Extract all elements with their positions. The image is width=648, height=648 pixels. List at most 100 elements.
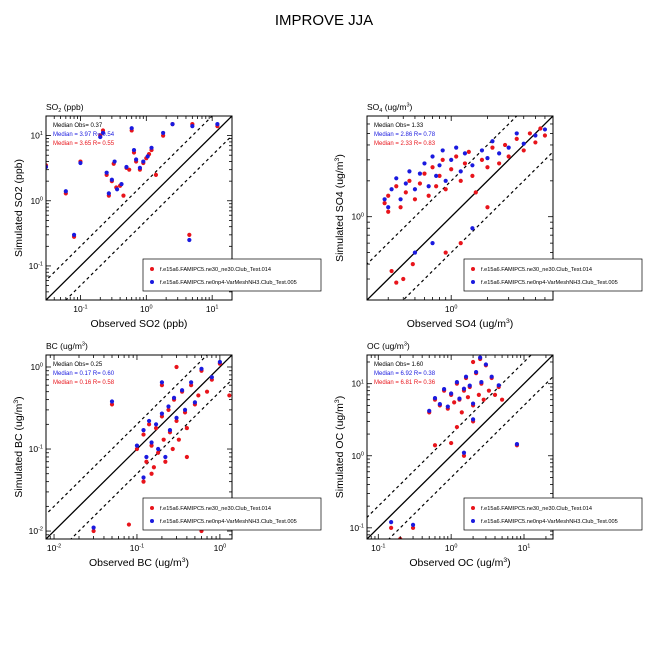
median-obs-text: Median Obs= 1.60	[374, 362, 424, 368]
factor-2-lower-line	[402, 151, 553, 300]
plot-area	[46, 116, 232, 300]
data-point-b	[382, 197, 387, 202]
data-point-b	[533, 133, 538, 138]
data-point-b	[417, 171, 423, 176]
data-point-a	[461, 453, 467, 458]
data-point-b	[109, 399, 115, 404]
data-point-b	[189, 380, 194, 385]
data-point-a	[459, 410, 464, 415]
data-point-b	[426, 184, 431, 189]
plot-area	[46, 355, 232, 539]
x-axis-label: Observed SO2 (ppb)	[91, 318, 188, 330]
data-point-b	[187, 237, 192, 243]
data-point-b	[490, 139, 495, 144]
data-point-a	[437, 173, 442, 179]
data-point-a	[465, 395, 471, 400]
data-point-a	[153, 425, 159, 431]
data-point-a	[440, 157, 445, 162]
data-point-a	[163, 459, 168, 464]
data-point-b	[192, 400, 198, 405]
data-point-a	[204, 389, 210, 394]
y-tick-label: 10-1​	[29, 261, 43, 271]
data-point-a	[91, 528, 96, 534]
data-point-b	[443, 178, 448, 183]
y-tick-label: 10-1​	[29, 444, 43, 454]
data-point-a	[407, 178, 412, 183]
y-axis-label: Simulated SO2 (ppb)	[13, 159, 25, 257]
data-point-a	[538, 126, 543, 131]
data-point-a	[394, 184, 399, 189]
data-point-a	[227, 393, 232, 398]
data-point-b	[407, 169, 412, 174]
data-point-a	[473, 190, 478, 195]
data-point-a	[174, 364, 179, 370]
data-point-a	[161, 437, 166, 442]
data-point-a	[394, 280, 399, 285]
data-point-a	[466, 149, 471, 154]
x-axis-label: Observed SO4 (ug/m3​)	[407, 318, 514, 330]
data-point-a	[542, 133, 548, 138]
data-point-a	[156, 450, 161, 455]
data-point-a	[521, 148, 526, 153]
one-to-one-line	[46, 116, 232, 300]
panel-title: OC (ug/m3​)	[367, 341, 410, 351]
panel-title: BC (ug/m3​)	[46, 341, 88, 351]
data-point-a	[174, 418, 179, 424]
data-point-b	[141, 159, 146, 164]
data-point-b	[114, 187, 120, 192]
one-to-one-line	[367, 116, 553, 300]
data-point-b	[190, 123, 195, 129]
data-point-b	[124, 164, 129, 170]
data-point-b	[119, 182, 124, 187]
data-point-b	[412, 187, 418, 192]
legend-marker-a	[150, 506, 154, 510]
axes-frame	[366, 115, 554, 301]
data-point-b	[430, 154, 435, 159]
data-point-b	[470, 401, 476, 406]
x-tick-label: 100​	[214, 543, 227, 553]
data-point-a	[386, 209, 391, 214]
legend-box	[463, 497, 643, 531]
y-tick-label: 100​	[30, 196, 43, 206]
data-point-b	[430, 241, 435, 246]
data-point-b	[170, 122, 175, 127]
data-point-a	[485, 165, 490, 170]
data-point-b	[521, 141, 526, 146]
data-point-a	[196, 393, 201, 398]
plot-area	[367, 116, 553, 300]
median-series-b-text: Median = 3.97 R= 0.54	[53, 132, 115, 138]
data-point-b	[131, 147, 137, 153]
data-point-a	[452, 400, 457, 405]
data-point-b	[161, 130, 166, 136]
data-point-b	[441, 387, 447, 392]
data-point-b	[106, 191, 111, 196]
data-point-a	[144, 459, 149, 464]
data-point-b	[470, 417, 476, 422]
data-point-b	[78, 160, 83, 166]
data-point-a	[389, 268, 394, 274]
data-point-a	[470, 359, 476, 365]
data-point-b	[422, 161, 427, 166]
data-point-b	[163, 454, 168, 460]
data-point-a	[410, 525, 416, 530]
data-point-b	[134, 443, 140, 448]
data-point-b	[473, 369, 479, 375]
data-point-a	[134, 446, 140, 452]
data-point-a	[422, 171, 427, 176]
data-point-b	[156, 446, 161, 452]
median-obs-text: Median Obs= 0.25	[53, 362, 103, 368]
data-point-a	[462, 161, 468, 166]
data-point-b	[174, 415, 179, 420]
chart-panel-oc: 10-1​ 100​ 101​ 10-1​ 100​ 101​ OC (ug/m3​) Obs…	[334, 341, 643, 569]
data-point-b	[217, 359, 222, 365]
panel-title: SO4​ (ug/m3​)	[367, 102, 413, 114]
data-point-a	[443, 187, 448, 192]
data-point-a	[382, 201, 387, 206]
legend-marker-a	[150, 267, 154, 271]
y-tick-label: 101​	[351, 379, 364, 389]
data-point-b	[129, 126, 134, 131]
data-point-b	[497, 151, 502, 156]
data-point-b	[134, 157, 139, 162]
chart-panel-so2: 10-1​ 100​ 101​ 10-1​ 100​ 101​ SO2​ (ppb) Obse…	[13, 102, 322, 330]
data-point-b	[179, 388, 185, 393]
